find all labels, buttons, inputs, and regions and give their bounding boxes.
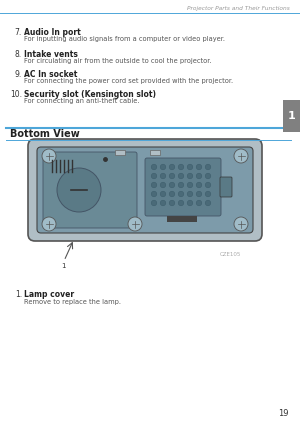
Circle shape — [151, 182, 157, 188]
Circle shape — [178, 164, 184, 170]
Circle shape — [42, 217, 56, 231]
Text: 7.: 7. — [15, 28, 22, 37]
Text: AC In socket: AC In socket — [24, 70, 77, 79]
Circle shape — [187, 164, 193, 170]
Text: CZE105: CZE105 — [219, 252, 241, 257]
Circle shape — [151, 191, 157, 197]
Circle shape — [160, 182, 166, 188]
Circle shape — [169, 191, 175, 197]
Circle shape — [196, 191, 202, 197]
Circle shape — [178, 173, 184, 179]
Text: 1.: 1. — [15, 290, 22, 299]
Circle shape — [169, 164, 175, 170]
Text: For circulating air from the outside to cool the projector.: For circulating air from the outside to … — [24, 58, 212, 64]
Circle shape — [160, 191, 166, 197]
Circle shape — [205, 182, 211, 188]
Text: 1: 1 — [61, 263, 65, 269]
Circle shape — [169, 173, 175, 179]
Circle shape — [160, 173, 166, 179]
Bar — [167, 216, 197, 222]
Circle shape — [169, 200, 175, 206]
Text: Intake vents: Intake vents — [24, 50, 78, 59]
Text: 1: 1 — [288, 111, 296, 121]
Text: 19: 19 — [278, 409, 289, 418]
Circle shape — [196, 182, 202, 188]
Circle shape — [187, 173, 193, 179]
Circle shape — [205, 173, 211, 179]
Text: 9.: 9. — [15, 70, 22, 79]
FancyBboxPatch shape — [28, 139, 262, 241]
Circle shape — [178, 200, 184, 206]
FancyBboxPatch shape — [37, 147, 253, 233]
Circle shape — [160, 200, 166, 206]
Circle shape — [187, 191, 193, 197]
Circle shape — [151, 164, 157, 170]
Circle shape — [160, 164, 166, 170]
FancyBboxPatch shape — [145, 158, 221, 216]
Text: 8.: 8. — [15, 50, 22, 59]
FancyBboxPatch shape — [283, 100, 300, 132]
Circle shape — [42, 149, 56, 163]
Bar — [150, 150, 160, 155]
Text: For connecting the power cord set provided with the projector.: For connecting the power cord set provid… — [24, 78, 233, 84]
Text: Projector Parts and Their Functions: Projector Parts and Their Functions — [187, 6, 290, 11]
Circle shape — [57, 168, 101, 212]
Circle shape — [128, 217, 142, 231]
Circle shape — [205, 164, 211, 170]
FancyBboxPatch shape — [43, 152, 137, 228]
Text: Bottom View: Bottom View — [10, 129, 80, 139]
Circle shape — [169, 182, 175, 188]
Circle shape — [234, 149, 248, 163]
Circle shape — [151, 173, 157, 179]
Circle shape — [178, 182, 184, 188]
Circle shape — [196, 173, 202, 179]
Bar — [115, 150, 125, 155]
Circle shape — [187, 182, 193, 188]
Text: Security slot (Kensington slot): Security slot (Kensington slot) — [24, 90, 156, 99]
Text: Audio In port: Audio In port — [24, 28, 81, 37]
Circle shape — [234, 217, 248, 231]
Text: Remove to replace the lamp.: Remove to replace the lamp. — [24, 299, 121, 305]
Circle shape — [151, 200, 157, 206]
Text: 10.: 10. — [10, 90, 22, 99]
Text: For connecting an anti-theft cable.: For connecting an anti-theft cable. — [24, 98, 140, 104]
Circle shape — [187, 200, 193, 206]
Text: For inputting audio signals from a computer or video player.: For inputting audio signals from a compu… — [24, 36, 225, 42]
FancyBboxPatch shape — [220, 177, 232, 197]
Circle shape — [196, 164, 202, 170]
Text: Lamp cover: Lamp cover — [24, 290, 74, 299]
Circle shape — [196, 200, 202, 206]
Circle shape — [178, 191, 184, 197]
Circle shape — [205, 191, 211, 197]
Circle shape — [205, 200, 211, 206]
